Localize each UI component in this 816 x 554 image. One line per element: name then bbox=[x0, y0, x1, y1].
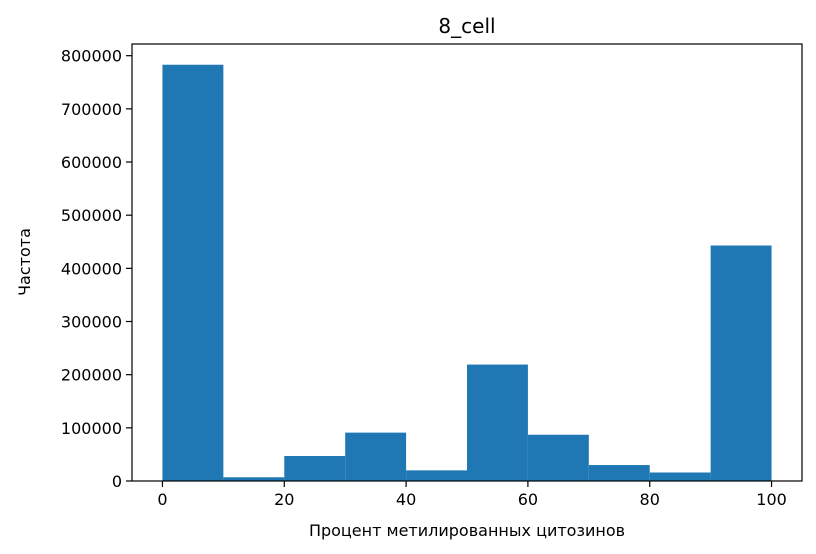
x-axis-label: Процент метилированных цитозинов bbox=[309, 521, 625, 540]
histogram-bar-40-50 bbox=[406, 470, 467, 481]
y-tick-label: 300000 bbox=[61, 313, 122, 332]
histogram-bar-60-70 bbox=[527, 434, 589, 481]
histogram-bar-70-80 bbox=[588, 465, 650, 481]
histogram-bar-50-60 bbox=[467, 364, 528, 481]
y-tick-label: 600000 bbox=[61, 153, 122, 172]
chart-title: 8_cell bbox=[438, 14, 495, 38]
histogram-bar-0-10 bbox=[162, 64, 224, 481]
plot-frame bbox=[131, 43, 803, 482]
y-tick-label: 800000 bbox=[61, 47, 122, 66]
y-tick-label: 0 bbox=[112, 472, 122, 491]
y-tick-label: 200000 bbox=[61, 366, 122, 385]
x-tick-label: 60 bbox=[518, 490, 538, 509]
x-tick-label: 0 bbox=[157, 490, 167, 509]
histogram-bar-20-30 bbox=[284, 456, 346, 481]
bars-group bbox=[162, 64, 772, 481]
histogram-bar-90-100 bbox=[710, 245, 772, 481]
x-tick-label: 40 bbox=[396, 490, 416, 509]
y-tick-label: 700000 bbox=[61, 100, 122, 119]
y-tick-label: 100000 bbox=[61, 419, 122, 438]
histogram-bar-80-90 bbox=[649, 472, 711, 481]
histogram-bar-10-20 bbox=[223, 477, 285, 481]
x-axis-ticks: 0 20 40 60 80 100 bbox=[157, 481, 787, 509]
x-tick-label: 100 bbox=[756, 490, 787, 509]
x-tick-label: 20 bbox=[274, 490, 294, 509]
y-axis-label: Частота bbox=[15, 228, 34, 296]
y-tick-label: 500000 bbox=[61, 206, 122, 225]
y-axis-ticks: 0 100000 200000 300000 400000 500000 600000 700… bbox=[61, 47, 132, 491]
x-tick-label: 80 bbox=[640, 490, 660, 509]
y-tick-label: 400000 bbox=[61, 259, 122, 278]
histogram-bar-30-40 bbox=[345, 432, 407, 481]
